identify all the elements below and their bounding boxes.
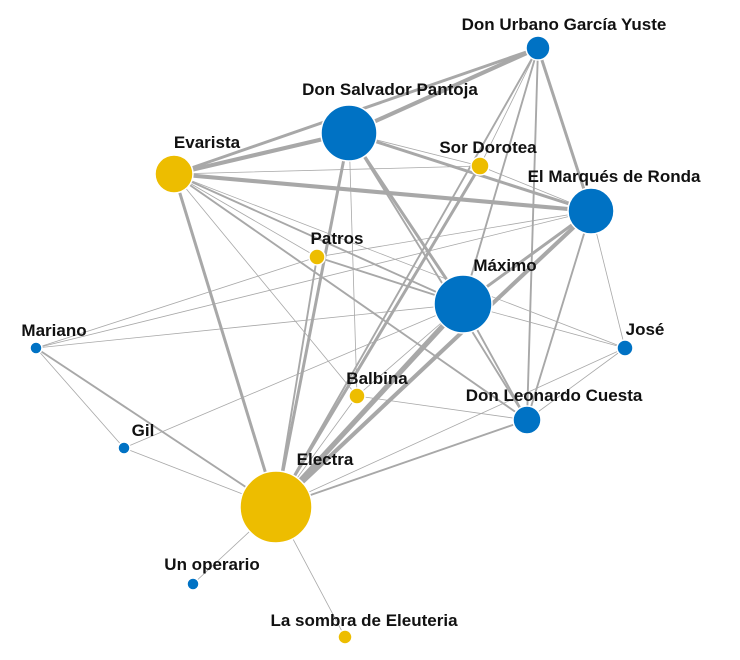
node-label-jose: José	[626, 320, 665, 339]
node-balbina[interactable]	[348, 387, 366, 405]
node-sombra[interactable]	[337, 629, 353, 645]
node-leonardo[interactable]	[512, 405, 542, 435]
edge-evarista-patros	[173, 173, 318, 258]
edge-patros-mariano	[35, 256, 318, 349]
node-gil[interactable]	[117, 441, 131, 455]
node-jose[interactable]	[616, 339, 634, 357]
node-marques[interactable]	[567, 187, 615, 235]
node-urbano[interactable]	[525, 35, 551, 61]
edge-balbina-leonardo	[356, 395, 528, 421]
edge-evarista-leonardo	[173, 173, 528, 421]
edge-electra-leonardo	[275, 419, 528, 508]
labels-layer: Don Urbano García Yuste Don Salvador Pant…	[21, 15, 701, 630]
node-label-gil: Gil	[132, 421, 155, 440]
edge-electra-patros	[275, 256, 318, 508]
edge-evarista-salvador	[171, 130, 352, 177]
node-label-maximo: Máximo	[473, 256, 536, 275]
edge-dorotea-electra	[274, 164, 482, 509]
node-dorotea[interactable]	[470, 156, 490, 176]
node-evarista[interactable]	[154, 154, 194, 194]
edge-salvador-marques	[347, 131, 593, 213]
node-operario[interactable]	[186, 577, 200, 591]
edge-dorotea-urbano	[479, 47, 539, 167]
node-salvador[interactable]	[320, 104, 378, 162]
edge-electra-mariano	[35, 347, 277, 508]
edge-salvador-balbina	[348, 132, 358, 397]
edge-evarista-jose	[173, 173, 626, 349]
node-patros[interactable]	[308, 248, 326, 266]
edge-maximo-electra	[273, 301, 466, 510]
edge-marques-urbano	[536, 46, 593, 213]
edge-maximo-gil	[123, 303, 464, 449]
node-label-operario: Un operario	[164, 555, 259, 574]
node-label-dorotea: Sor Dorotea	[439, 138, 537, 157]
node-label-electra: Electra	[297, 450, 354, 469]
edge-electra-jose	[275, 347, 626, 508]
edge-evarista-electra	[172, 172, 278, 509]
node-electra[interactable]	[239, 470, 313, 544]
node-label-leonardo: Don Leonardo Cuesta	[466, 386, 643, 405]
node-label-patros: Patros	[311, 229, 364, 248]
node-label-marques: El Marqués de Ronda	[528, 167, 701, 186]
node-label-balbina: Balbina	[346, 369, 408, 388]
edge-evarista-marques	[171, 171, 594, 214]
node-maximo[interactable]	[433, 274, 493, 334]
edge-evarista-balbina	[173, 173, 358, 397]
node-label-salvador: Don Salvador Pantoja	[302, 80, 478, 99]
edge-evarista-maximo	[173, 173, 464, 305]
nodes-layer	[29, 35, 634, 645]
edge-marques-leonardo	[526, 210, 592, 421]
node-label-sombra: La sombra de Eleuteria	[270, 611, 458, 630]
edge-leonardo-jose	[526, 347, 626, 421]
node-mariano[interactable]	[29, 341, 43, 355]
node-label-evarista: Evarista	[174, 133, 241, 152]
edge-salvador-electra	[274, 131, 351, 509]
node-label-urbano: Don Urbano García Yuste	[462, 15, 667, 34]
node-label-mariano: Mariano	[21, 321, 86, 340]
edge-marques-electra	[273, 208, 594, 510]
edge-maximo-urbano	[462, 47, 539, 305]
edge-maximo-mariano	[35, 303, 464, 349]
edge-marques-patros	[316, 210, 592, 258]
edge-leonardo-urbano	[526, 47, 539, 421]
edge-evarista-dorotea	[173, 165, 481, 175]
edge-salvador-leonardo	[348, 132, 528, 421]
edge-salvador-maximo	[347, 131, 465, 306]
edge-salvador-urbano	[346, 45, 541, 136]
edge-electra-urbano	[275, 47, 539, 508]
edge-mariano-gil	[35, 347, 125, 449]
